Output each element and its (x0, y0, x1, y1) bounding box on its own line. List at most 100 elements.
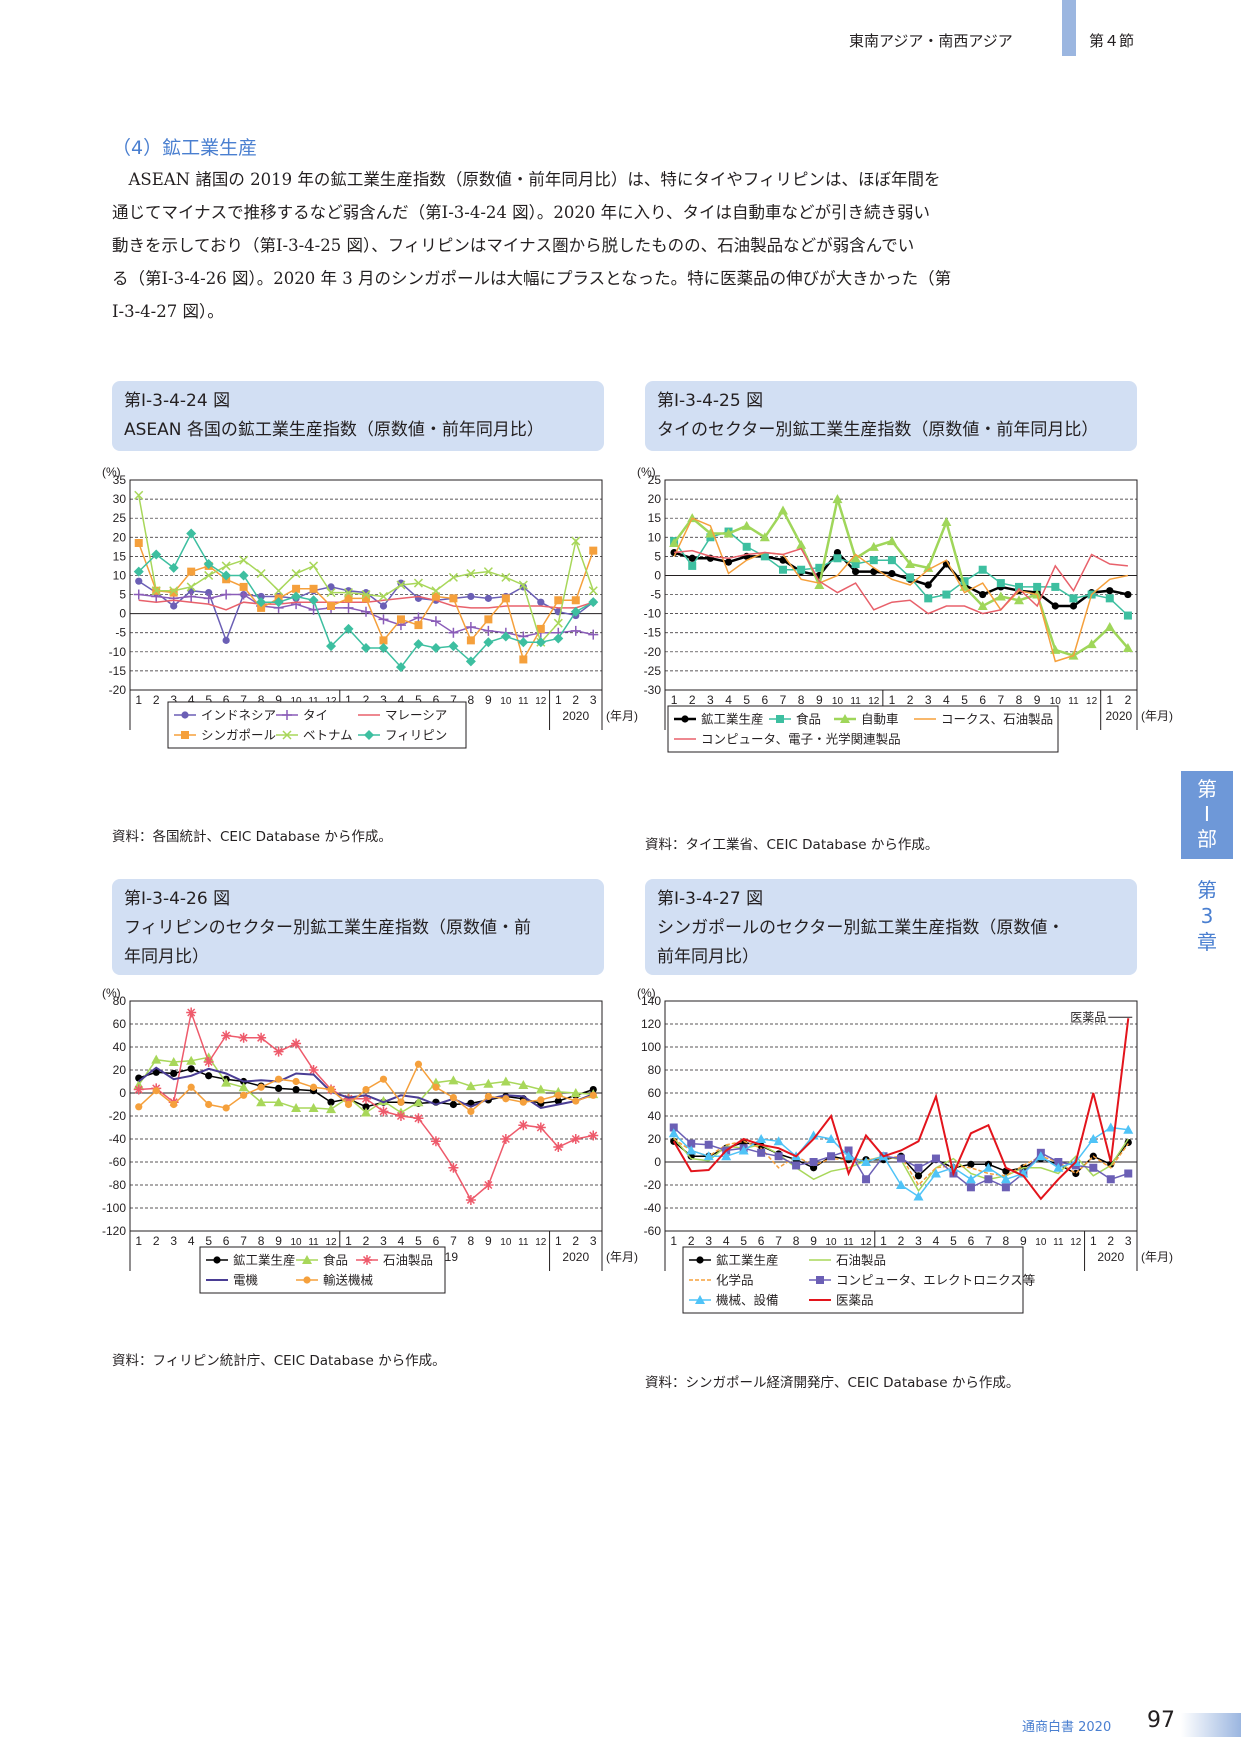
data-point (430, 1136, 441, 1147)
data-point (256, 597, 267, 608)
x-tick-label: 5 (205, 693, 212, 707)
x-tick-label: 6 (762, 693, 769, 707)
data-point (379, 1075, 388, 1083)
data-point (168, 562, 179, 573)
x-tick-label: 2 (1107, 1234, 1114, 1248)
figure-25-caption: 第Ⅰ-3-4-25 図 タイのセクター別鉱工業生産指数（原数値・前年同月比） (645, 381, 1137, 451)
y-tick-label: 60 (648, 1086, 662, 1100)
x-tick-label: 12 (1086, 696, 1098, 707)
data-point (1051, 582, 1060, 591)
y-tick-label: 15 (113, 549, 127, 563)
chapter-tab-char: 章 (1197, 930, 1217, 954)
x-tick-label: 8 (1003, 1234, 1010, 1248)
data-point (378, 614, 389, 625)
x-tick-label: 1 (135, 693, 142, 707)
legend-marker (362, 1255, 372, 1265)
x-tick-label: 8 (258, 1234, 265, 1248)
data-point (467, 1107, 475, 1115)
x-tick-label: 10 (826, 1237, 838, 1248)
x-tick-label: 3 (707, 693, 714, 707)
figure-title-line: 前年同月比） (657, 947, 759, 967)
data-point (1123, 1124, 1134, 1134)
x-tick-label: 4 (398, 1234, 405, 1248)
data-point (941, 517, 952, 526)
chapter-tab: 第 3 章 (1181, 877, 1233, 955)
data-point (861, 1157, 872, 1166)
data-point (960, 577, 969, 586)
x-tick-label: 9 (485, 693, 492, 707)
legend-label: 食品 (323, 1253, 348, 1268)
x-tick-label: 2 (898, 1234, 905, 1248)
x-tick-label: 8 (1016, 693, 1023, 707)
y-tick-label: 0 (654, 568, 661, 582)
data-point (554, 596, 563, 605)
data-point (238, 1032, 249, 1043)
legend-marker (696, 1256, 704, 1264)
data-point (362, 594, 370, 603)
data-point (886, 536, 897, 546)
data-point (186, 1055, 197, 1065)
data-point (966, 1183, 975, 1192)
data-point (572, 1097, 580, 1105)
data-point (1088, 1134, 1099, 1143)
data-point (170, 1069, 178, 1078)
running-header-section: 東南アジア・南西アジア (849, 32, 1013, 50)
data-point (448, 1075, 459, 1085)
y-tick-label: -40 (644, 1201, 662, 1215)
paragraph-line: る（第Ⅰ-3-4-26 図）。2020 年 3 月のシンガポールは大幅にプラスと… (112, 269, 952, 288)
y-tick-label: -20 (109, 1109, 127, 1123)
data-point (327, 602, 336, 610)
data-point (792, 1161, 801, 1170)
data-point (205, 1100, 213, 1109)
data-point (484, 615, 493, 624)
data-point (378, 1096, 389, 1106)
data-point (668, 1128, 679, 1138)
data-point (1105, 594, 1114, 603)
data-point (851, 560, 860, 568)
x-tick-label: 7 (780, 693, 787, 707)
paragraph-line: 通じてマイナスで推移するなど弱含んだ（第Ⅰ-3-4-24 図）。2020 年に入… (112, 203, 930, 222)
data-point (135, 577, 143, 585)
series-電機 (138, 1066, 594, 1110)
data-point (588, 586, 598, 596)
data-point (797, 565, 806, 574)
data-point (396, 615, 405, 624)
data-point (344, 1100, 353, 1109)
data-point (151, 586, 161, 596)
data-point (274, 586, 284, 596)
data-point (669, 538, 680, 547)
legend-label: ベトナム (303, 729, 353, 743)
x-tick-label: 7 (998, 693, 1005, 707)
x-year-label: 2020 (1097, 1250, 1124, 1264)
data-point (1069, 594, 1078, 603)
data-point (518, 637, 529, 648)
y-tick-label: -15 (109, 664, 127, 678)
data-point (669, 1123, 678, 1132)
x-tick-label: 12 (868, 696, 880, 707)
legend-marker (364, 730, 374, 740)
data-point (1106, 1175, 1115, 1184)
y-tick-label: -120 (102, 1224, 126, 1238)
data-point (862, 1175, 871, 1184)
x-tick-label: 2 (363, 1234, 370, 1248)
x-tick-label: 7 (240, 1234, 247, 1248)
running-header-chapter: 第４節 (1089, 32, 1135, 50)
footer-book-title: 通商白書 2020 (1022, 1720, 1112, 1735)
data-point (924, 594, 933, 603)
series-line (674, 547, 1128, 615)
data-point (537, 598, 545, 606)
data-point (449, 1100, 458, 1109)
data-point (291, 591, 302, 602)
x-tick-label: 4 (188, 1234, 195, 1248)
data-point (924, 581, 932, 589)
data-point (413, 1113, 424, 1124)
data-point (796, 539, 807, 549)
x-tick-label: 12 (1070, 1237, 1082, 1248)
y-tick-label: 40 (648, 1109, 662, 1123)
data-point (484, 594, 492, 602)
y-tick-label: 80 (113, 994, 127, 1008)
x-tick-label: 1 (671, 693, 678, 707)
data-point (205, 589, 213, 597)
data-point (292, 1077, 300, 1086)
